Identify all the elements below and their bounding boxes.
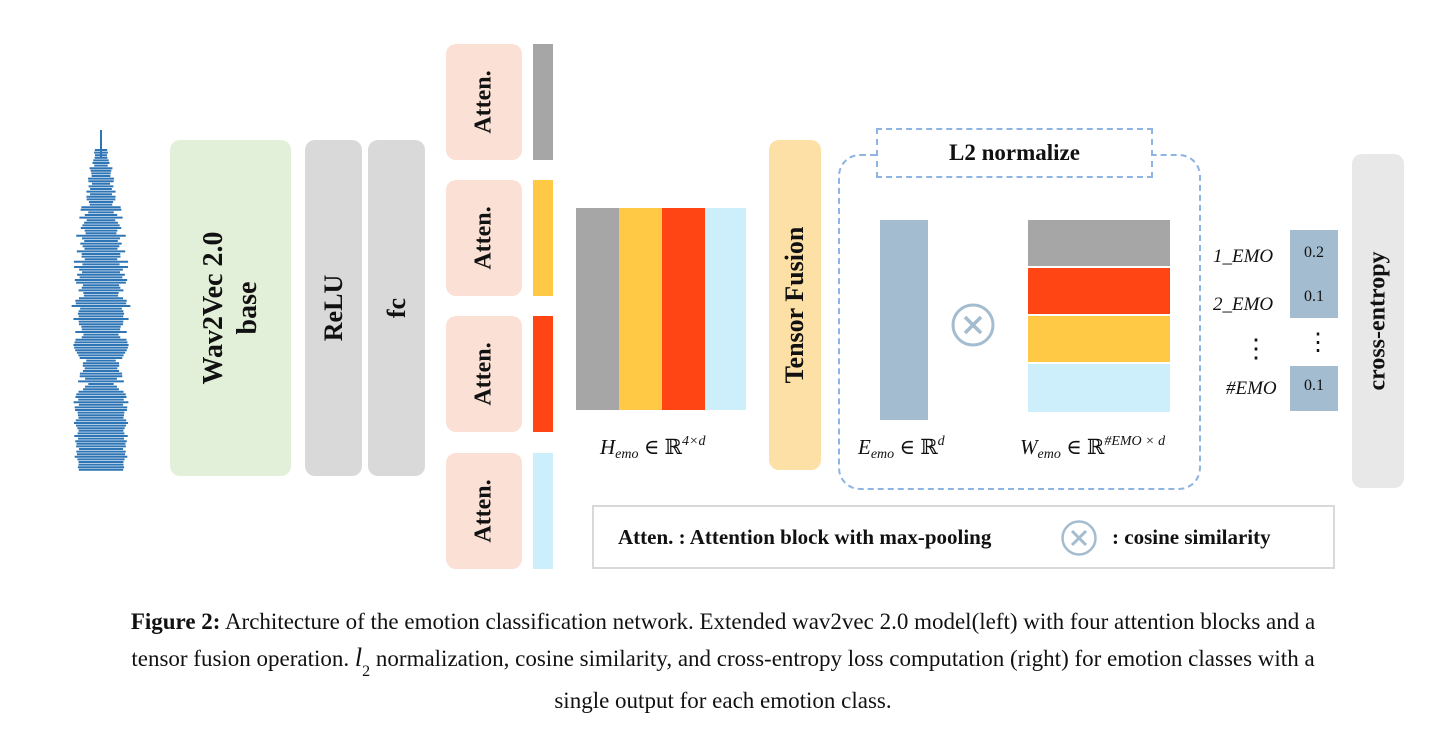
wav2vec-subtitle: base <box>231 281 263 335</box>
figure-caption-line-1: Figure 2: Architecture of the emotion cl… <box>130 609 1316 634</box>
score-bottom-box: 0.1 <box>1290 366 1338 411</box>
score-value-1: 0.2 <box>1304 244 1324 261</box>
audio-waveform <box>71 130 131 471</box>
w-emo-row-yellow <box>1028 316 1170 362</box>
score-value-2: 0.1 <box>1304 288 1324 305</box>
figure-label: Figure 2: <box>130 609 221 634</box>
attention-output-yellow <box>533 180 553 296</box>
relu-block: ReLU <box>305 140 362 476</box>
l2-normalize-label: L2 normalize <box>949 140 1080 165</box>
score-top-box: 0.2 0.1 <box>1290 230 1338 318</box>
attention-block-2: Atten. <box>446 180 522 296</box>
attention-label: Atten. <box>470 70 497 134</box>
legend-cosine-text: : cosine similarity <box>1112 525 1271 549</box>
h-emo-column-red <box>662 208 705 410</box>
attention-label: Atten. <box>470 206 497 270</box>
attention-output-lightblue <box>533 453 553 569</box>
legend-cosine-icon <box>1061 520 1097 556</box>
attention-label: Atten. <box>470 342 497 406</box>
h-emo-matrix <box>576 208 746 410</box>
attention-block-4: Atten. <box>446 453 522 569</box>
figure-caption-line-2: tensor fusion operation. l2 normalizatio… <box>131 643 1315 680</box>
cross-entropy-block: cross-entropy <box>1352 154 1404 488</box>
w-emo-matrix <box>1028 220 1170 412</box>
relu-label: ReLU <box>318 274 348 342</box>
e-emo-vector <box>880 220 928 420</box>
figure-caption-line-3: single output for each emotion class. <box>554 688 892 713</box>
legend-box: Atten. : Attention block with max-poolin… <box>592 505 1335 569</box>
fc-label: fc <box>381 297 411 319</box>
wav2vec-base-block: Wav2Vec 2.0 base <box>170 140 291 476</box>
wav2vec-title: Wav2Vec 2.0 <box>197 231 229 385</box>
l2-normalize-header: L2 normalize <box>876 128 1153 178</box>
h-emo-column-gray <box>576 208 619 410</box>
score-value-last: 0.1 <box>1304 377 1324 394</box>
h-emo-column-yellow <box>619 208 662 410</box>
legend-attention-text: Atten. : Attention block with max-poolin… <box>618 525 992 549</box>
w-emo-row-red <box>1028 268 1170 314</box>
w-emo-label: Wemo ∈ ℝ#EMO × d <box>1020 434 1166 462</box>
cross-entropy-label: cross-entropy <box>1364 251 1391 391</box>
score-dots: ⋮ <box>1306 330 1330 356</box>
emotion-label-dots: ⋮ <box>1243 334 1269 363</box>
attention-block-3: Atten. <box>446 316 522 432</box>
w-emo-row-gray <box>1028 220 1170 266</box>
tensor-fusion-label: Tensor Fusion <box>780 226 809 384</box>
attention-output-red <box>533 316 553 432</box>
emotion-label-2: 2_EMO <box>1213 294 1274 315</box>
attention-output-gray <box>533 44 553 160</box>
h-emo-label: Hemo ∈ ℝ4×d <box>600 434 706 462</box>
w-emo-row-lightblue <box>1028 364 1170 412</box>
emotion-label-1: 1_EMO <box>1213 246 1274 267</box>
emotion-label-last: #EMO <box>1226 378 1277 399</box>
cosine-similarity-icon <box>951 303 995 347</box>
attention-block-1: Atten. <box>446 44 522 160</box>
fc-block: fc <box>368 140 425 476</box>
tensor-fusion-block: Tensor Fusion <box>769 140 821 470</box>
e-emo-label: Eemo ∈ ℝd <box>858 434 945 462</box>
h-emo-column-lightblue <box>705 208 746 410</box>
attention-label: Atten. <box>470 479 497 543</box>
